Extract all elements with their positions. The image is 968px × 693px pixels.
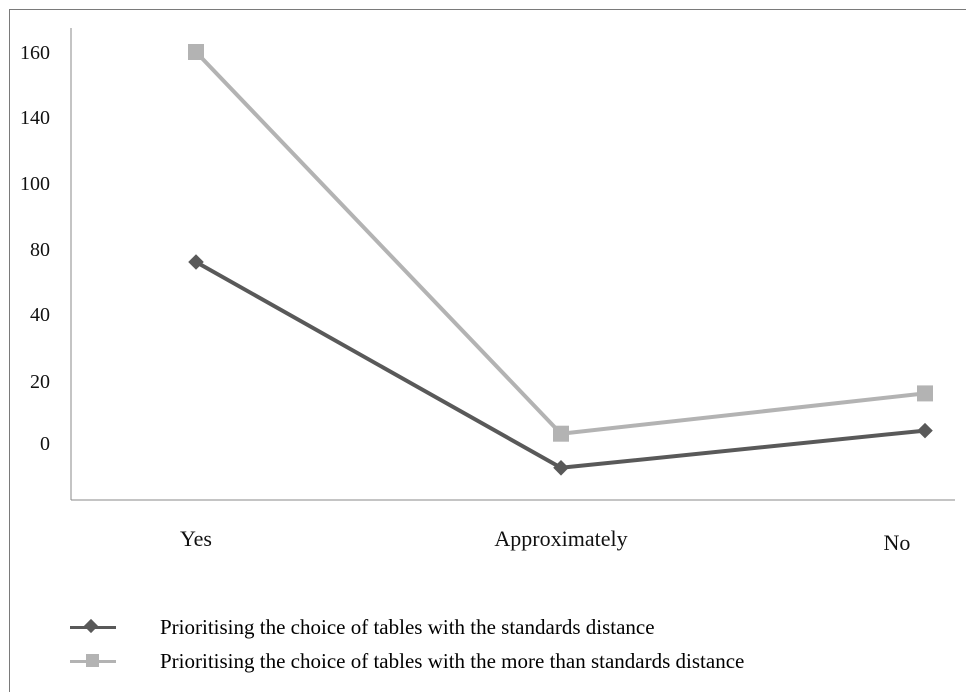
x-category-label: Yes — [180, 526, 212, 551]
data-point-diamond — [188, 254, 204, 270]
data-point-diamond — [553, 460, 569, 476]
legend-swatch-diamond — [70, 617, 116, 637]
data-point-square — [917, 385, 933, 402]
x-axis-category-labels: Yes Approximately No — [180, 526, 910, 555]
chart-frame — [9, 9, 966, 692]
legend-label: Prioritising the choice of tables with t… — [160, 614, 655, 639]
y-tick-label: 140 — [20, 107, 50, 129]
y-tick-label: 100 — [20, 173, 50, 195]
chart-axes — [70, 28, 955, 501]
data-point-square — [188, 44, 204, 60]
series-1 — [188, 254, 933, 476]
legend-label: Prioritising the choice of tables with t… — [160, 648, 745, 673]
series-2 — [188, 44, 933, 442]
y-tick-label: 160 — [20, 42, 50, 64]
data-point-diamond — [917, 422, 933, 439]
y-tick-label: 20 — [30, 371, 50, 393]
y-axis-tick-labels: 160 140 100 80 40 20 0 — [20, 42, 50, 455]
x-category-label: Approximately — [494, 526, 627, 551]
series-line — [194, 50, 926, 436]
legend-swatch-square — [70, 651, 116, 671]
data-point-square — [553, 425, 569, 442]
y-tick-label: 0 — [40, 433, 50, 455]
y-tick-label: 40 — [30, 304, 50, 326]
series-layer — [188, 44, 933, 476]
legend-item-more-than-standards: Prioritising the choice of tables with t… — [70, 644, 744, 678]
legend: Prioritising the choice of tables with t… — [70, 610, 744, 678]
legend-item-standards: Prioritising the choice of tables with t… — [70, 610, 744, 644]
y-tick-label: 80 — [30, 239, 50, 261]
x-category-label: No — [884, 530, 911, 555]
